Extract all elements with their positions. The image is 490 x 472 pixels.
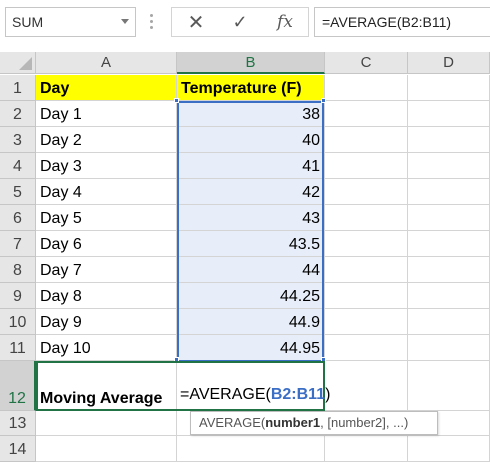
cell-c14[interactable] (325, 436, 408, 462)
formula-input[interactable]: =AVERAGE(B2:B11) (314, 7, 490, 37)
formula-range-ref: B2:B11 (270, 386, 326, 403)
cell-c1[interactable] (325, 75, 408, 101)
formula-bar: SUM ✕ ✓ fx =AVERAGE(B2:B11) (0, 0, 490, 44)
row-header-1[interactable]: 1 (0, 75, 36, 101)
cell-d1[interactable] (408, 75, 490, 101)
cell-a12[interactable]: Moving Average (36, 361, 177, 411)
cell-b4[interactable]: 41 (177, 153, 325, 179)
cell-d3[interactable] (408, 127, 490, 153)
cell-b7[interactable]: 43.5 (177, 231, 325, 257)
row-header-11[interactable]: 11 (0, 335, 36, 361)
cell-c12[interactable] (325, 361, 408, 411)
cell-b11[interactable]: 44.95 (177, 335, 325, 361)
cell-b8[interactable]: 44 (177, 257, 325, 283)
cell-c2[interactable] (325, 101, 408, 127)
name-box[interactable]: SUM (5, 7, 136, 37)
enter-check-icon[interactable]: ✓ (232, 11, 248, 32)
cell-b10[interactable]: 44.9 (177, 309, 325, 335)
formula-prefix: =AVERAGE( (180, 386, 271, 403)
row-header-5[interactable]: 5 (0, 179, 36, 205)
range-resize-handle[interactable] (321, 98, 326, 103)
row-header-6[interactable]: 6 (0, 205, 36, 231)
cell-b1[interactable]: Temperature (F) (177, 75, 325, 101)
row-header-14[interactable]: 14 (0, 436, 36, 462)
cell-d14[interactable] (408, 436, 490, 462)
row-header-10[interactable]: 10 (0, 309, 36, 335)
row-header-8[interactable]: 8 (0, 257, 36, 283)
cell-c3[interactable] (325, 127, 408, 153)
cell-d2[interactable] (408, 101, 490, 127)
column-header-b[interactable]: B (177, 52, 325, 74)
cell-b9[interactable]: 44.25 (177, 283, 325, 309)
cell-a11[interactable]: Day 10 (36, 335, 177, 361)
cell-a1[interactable]: Day (36, 75, 177, 101)
cell-d10[interactable] (408, 309, 490, 335)
function-argument-tooltip[interactable]: AVERAGE(number1, [number2], ...) (190, 411, 438, 435)
name-box-value: SUM (12, 14, 44, 30)
cell-a5[interactable]: Day 4 (36, 179, 177, 205)
insert-function-icon[interactable]: fx (277, 12, 293, 32)
cell-a4[interactable]: Day 3 (36, 153, 177, 179)
range-resize-handle[interactable] (174, 98, 179, 103)
row-header-4[interactable]: 4 (0, 153, 36, 179)
cell-a3[interactable]: Day 2 (36, 127, 177, 153)
cell-d11[interactable] (408, 335, 490, 361)
cell-a13[interactable] (36, 411, 177, 436)
row-header-12[interactable]: 12 (0, 361, 36, 411)
cell-b3[interactable]: 40 (177, 127, 325, 153)
tooltip-rest-args: , [number2], ...) (320, 415, 409, 430)
cell-d5[interactable] (408, 179, 490, 205)
formula-bar-grip-icon[interactable] (150, 14, 153, 30)
cell-c6[interactable] (325, 205, 408, 231)
cell-a9[interactable]: Day 8 (36, 283, 177, 309)
tooltip-current-arg[interactable]: number1 (265, 415, 321, 430)
cell-a8[interactable]: Day 7 (36, 257, 177, 283)
range-resize-handle[interactable] (174, 357, 179, 362)
cell-c5[interactable] (325, 179, 408, 205)
cell-a6[interactable]: Day 5 (36, 205, 177, 231)
formula-buttons: ✕ ✓ fx (171, 7, 309, 37)
cell-d7[interactable] (408, 231, 490, 257)
cell-a14[interactable] (36, 436, 177, 462)
cell-c7[interactable] (325, 231, 408, 257)
cell-a7[interactable]: Day 6 (36, 231, 177, 257)
cancel-icon[interactable]: ✕ (187, 11, 205, 34)
column-header-d[interactable]: D (408, 52, 490, 74)
row-header-13[interactable]: 13 (0, 411, 36, 436)
range-resize-handle[interactable] (321, 357, 326, 362)
cell-formula-editor[interactable]: =AVERAGE(B2:B11) (180, 386, 330, 404)
cell-a2[interactable]: Day 1 (36, 101, 177, 127)
cell-b14[interactable] (177, 436, 325, 462)
cell-c10[interactable] (325, 309, 408, 335)
cell-c9[interactable] (325, 283, 408, 309)
row-header-2[interactable]: 2 (0, 101, 36, 127)
column-header-a[interactable]: A (36, 52, 177, 74)
cell-c4[interactable] (325, 153, 408, 179)
cell-b5[interactable]: 42 (177, 179, 325, 205)
cell-c8[interactable] (325, 257, 408, 283)
cell-d8[interactable] (408, 257, 490, 283)
select-all-button[interactable] (0, 52, 36, 74)
cell-a10[interactable]: Day 9 (36, 309, 177, 335)
column-header-c[interactable]: C (325, 52, 408, 74)
row-header-3[interactable]: 3 (0, 127, 36, 153)
cell-b6[interactable]: 43 (177, 205, 325, 231)
formula-text: =AVERAGE(B2:B11) (322, 14, 452, 30)
cell-d12[interactable] (408, 361, 490, 411)
cell-d4[interactable] (408, 153, 490, 179)
row-header-7[interactable]: 7 (0, 231, 36, 257)
formula-suffix: ) (325, 386, 331, 403)
cell-d9[interactable] (408, 283, 490, 309)
cell-c11[interactable] (325, 335, 408, 361)
row-header-9[interactable]: 9 (0, 283, 36, 309)
tooltip-function: AVERAGE( (199, 415, 266, 430)
name-box-dropdown-icon[interactable] (121, 19, 129, 24)
cell-d6[interactable] (408, 205, 490, 231)
cell-b2[interactable]: 38 (177, 101, 325, 127)
